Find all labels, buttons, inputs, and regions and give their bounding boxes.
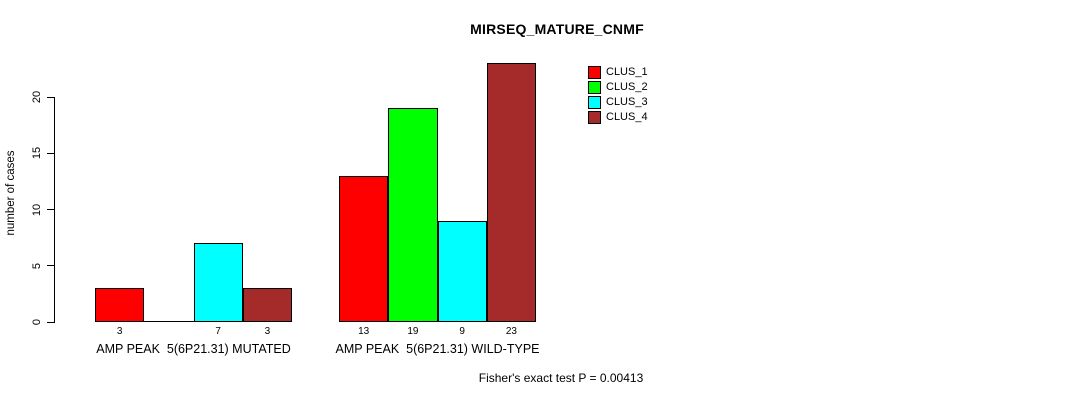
bar-value-label: 3 xyxy=(264,326,271,337)
bar-value-label: 23 xyxy=(505,326,517,337)
legend-label: CLUS_1 xyxy=(606,66,648,78)
bar-value-label: 7 xyxy=(215,326,221,337)
legend-label: CLUS_3 xyxy=(606,96,648,108)
y-axis-line xyxy=(54,97,55,323)
y-axis-tick xyxy=(47,265,54,267)
bar-clus_3 xyxy=(193,243,243,322)
bar-value-label: 19 xyxy=(407,326,419,337)
group-label: AMP PEAK 5(6P21.31) WILD-TYPE xyxy=(335,342,540,356)
legend-label: CLUS_4 xyxy=(606,111,648,123)
fisher-test-annotation: Fisher's exact test P = 0.00413 xyxy=(478,371,644,385)
y-axis-label: number of cases xyxy=(5,150,17,236)
bar-value-label: 3 xyxy=(116,326,123,337)
legend-swatch-clus_4 xyxy=(588,111,601,124)
legend-swatch-clus_1 xyxy=(588,66,601,79)
y-axis-tick xyxy=(47,96,54,98)
bar-clus_3 xyxy=(437,220,487,322)
legend-swatch-clus_2 xyxy=(588,81,601,94)
zero-bar-line xyxy=(144,321,195,322)
y-axis-tick-label: 20 xyxy=(31,90,43,104)
legend-label: CLUS_2 xyxy=(606,81,648,93)
bar-clus_1 xyxy=(339,175,389,322)
y-axis-tick xyxy=(47,321,54,323)
y-axis-tick-label: 5 xyxy=(31,262,43,269)
bar-clus_4 xyxy=(486,63,536,322)
y-axis-tick xyxy=(47,209,54,210)
chart-title: MIRSEQ_MATURE_CNMF xyxy=(470,21,644,37)
bar-value-label: 13 xyxy=(358,326,370,337)
y-axis-tick-label: 15 xyxy=(31,147,43,160)
bar-clus_2 xyxy=(388,108,438,322)
y-axis-tick-label: 0 xyxy=(31,318,43,326)
y-axis-tick-label: 10 xyxy=(31,203,43,216)
bar-clus_1 xyxy=(95,288,145,322)
y-axis-tick xyxy=(47,152,54,154)
bar-value-label: 9 xyxy=(459,326,465,337)
group-label: AMP PEAK 5(6P21.31) MUTATED xyxy=(96,342,291,356)
bar-clus_4 xyxy=(242,288,292,322)
legend-swatch-clus_3 xyxy=(588,96,601,109)
